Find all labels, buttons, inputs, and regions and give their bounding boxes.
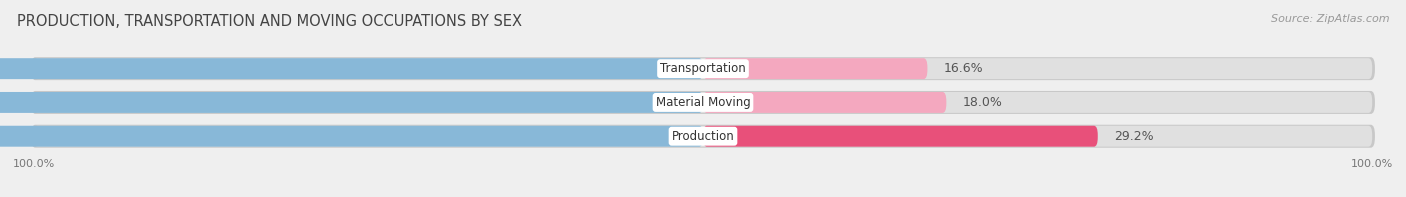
FancyBboxPatch shape — [703, 92, 946, 113]
FancyBboxPatch shape — [0, 126, 703, 147]
FancyBboxPatch shape — [703, 126, 1098, 147]
Legend: Male, Female: Male, Female — [640, 194, 766, 197]
Text: Source: ZipAtlas.com: Source: ZipAtlas.com — [1271, 14, 1389, 24]
FancyBboxPatch shape — [31, 57, 1375, 80]
FancyBboxPatch shape — [34, 92, 1372, 113]
FancyBboxPatch shape — [34, 58, 1372, 79]
Text: Production: Production — [672, 130, 734, 143]
FancyBboxPatch shape — [0, 92, 703, 113]
Text: Transportation: Transportation — [661, 62, 745, 75]
Text: Material Moving: Material Moving — [655, 96, 751, 109]
FancyBboxPatch shape — [31, 125, 1375, 148]
FancyBboxPatch shape — [31, 91, 1375, 114]
Text: 29.2%: 29.2% — [1114, 130, 1153, 143]
FancyBboxPatch shape — [34, 126, 1372, 147]
Text: 16.6%: 16.6% — [943, 62, 983, 75]
Text: 100.0%: 100.0% — [1351, 159, 1393, 169]
FancyBboxPatch shape — [703, 58, 928, 79]
FancyBboxPatch shape — [0, 58, 703, 79]
Text: 18.0%: 18.0% — [963, 96, 1002, 109]
Text: PRODUCTION, TRANSPORTATION AND MOVING OCCUPATIONS BY SEX: PRODUCTION, TRANSPORTATION AND MOVING OC… — [17, 14, 522, 29]
Text: 100.0%: 100.0% — [13, 159, 55, 169]
